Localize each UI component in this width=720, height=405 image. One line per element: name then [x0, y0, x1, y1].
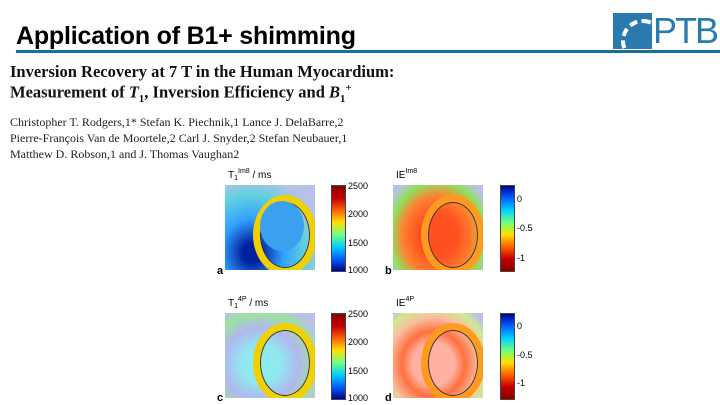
- label-sup: 4P: [238, 296, 247, 303]
- tick: 0: [517, 321, 523, 331]
- tick: -0.5: [517, 223, 533, 233]
- b1-symbol: B: [329, 82, 341, 102]
- authors-line2: Pierre-François Van de Moortele,2 Carl J…: [10, 131, 348, 145]
- tick: -1: [517, 378, 526, 388]
- paper-title-line1: Inversion Recovery at 7 T in the Human M…: [10, 62, 395, 81]
- b1-sub: 1: [340, 92, 346, 105]
- ptb-logo: PTB: [613, 10, 719, 51]
- panel-b-colorbar: [500, 185, 515, 272]
- panel-c-t1-map: [225, 313, 315, 398]
- panel-letter: b: [385, 265, 392, 277]
- label-sup: 4P: [405, 296, 415, 303]
- label-symbol: T: [228, 298, 235, 309]
- tick: -1: [517, 253, 526, 263]
- tick: 2000: [348, 209, 369, 219]
- panel-a-t1-map: [225, 185, 315, 270]
- tick: 1500: [348, 366, 369, 376]
- t1-symbol: T: [128, 82, 139, 102]
- t1-sub: 1: [138, 92, 145, 105]
- panel-d-colorbar: [500, 313, 515, 400]
- b1-sup: +: [345, 82, 352, 94]
- label-sup: Im8: [405, 168, 418, 175]
- panel-letter: d: [385, 392, 392, 404]
- label-unit: / ms: [249, 170, 272, 181]
- ptb-logo-mark-icon: [613, 13, 652, 49]
- logo-text: PTB: [652, 10, 719, 51]
- tick: 1500: [348, 238, 369, 248]
- paper-title-line2: Measurement of T1, Inversion Efficiency …: [10, 82, 351, 105]
- tick: -0.5: [517, 350, 533, 360]
- label-sub: 1: [234, 303, 239, 310]
- panel-c-colorbar: [331, 313, 346, 400]
- tick: 1000: [348, 265, 369, 275]
- panel-c-label: T14P / ms: [228, 296, 268, 310]
- label-unit: / ms: [246, 298, 269, 309]
- title-divider: [16, 50, 720, 53]
- label-symbol: IE: [396, 298, 406, 309]
- tick: 2500: [348, 309, 369, 319]
- tick: 0: [517, 194, 523, 204]
- panel-letter: c: [217, 392, 224, 404]
- panel-letter: a: [217, 265, 224, 277]
- tick: 2500: [348, 181, 369, 191]
- label-sup: Im8: [238, 168, 250, 175]
- panel-d-label: IE4P: [396, 296, 414, 309]
- panel-b-label: IEIm8: [396, 168, 417, 181]
- tick: 1000: [348, 393, 369, 403]
- label-sub: 1: [234, 175, 239, 182]
- label-symbol: T: [228, 170, 235, 181]
- panel-a-label: T1Im8 / ms: [228, 168, 271, 182]
- label-symbol: IE: [396, 170, 406, 181]
- t2-prefix: Measurement of: [10, 82, 129, 102]
- panel-b-ie-map: [393, 185, 483, 270]
- panel-a-colorbar: [331, 185, 346, 272]
- tick: 2000: [348, 337, 369, 347]
- t2-mid: , Inversion Efficiency and: [144, 82, 329, 102]
- panel-d-ie-map: [393, 313, 483, 398]
- authors-line3: Matthew D. Robson,1 and J. Thomas Vaugha…: [10, 147, 240, 161]
- authors-line1: Christopher T. Rodgers,1* Stefan K. Piec…: [10, 115, 344, 129]
- slide-title: Application of B1+ shimming: [16, 22, 356, 50]
